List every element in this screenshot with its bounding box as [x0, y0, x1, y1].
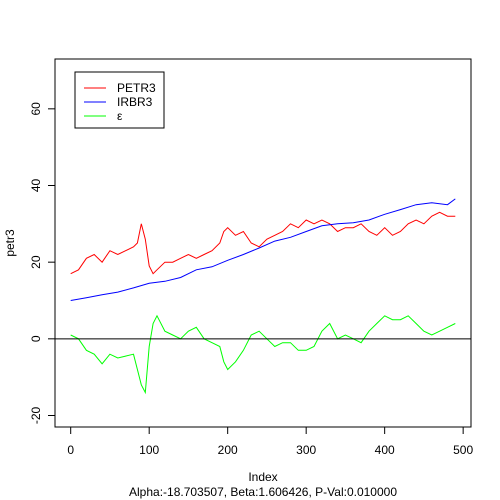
x-tick-label-5: 500: [453, 443, 473, 457]
y-tick-label-0: -20: [29, 407, 43, 425]
series-layer: [70, 198, 456, 395]
series-line-0: [70, 211, 456, 275]
x-tick-label-4: 400: [375, 443, 395, 457]
legend-box: [74, 71, 165, 129]
chart-subtitle: Alpha:-18.703507, Beta:1.606426, P-Val:0…: [129, 485, 397, 499]
legend-label-0: PETR3: [117, 81, 156, 95]
series-line-2: [70, 314, 456, 395]
y-tick-label-1: 0: [29, 335, 43, 342]
x-tick-label-3: 300: [296, 443, 316, 457]
y-tick-label-2: 20: [29, 255, 43, 269]
y-axis: -20 0 20 40 60: [29, 102, 56, 425]
x-axis: 0 100 200 300 400 500: [67, 426, 473, 457]
x-tick-label-0: 0: [67, 443, 74, 457]
x-axis-label: Index: [248, 470, 277, 484]
y-axis-label: petr3: [3, 229, 17, 257]
x-tick-label-1: 100: [139, 443, 159, 457]
y-tick-label-3: 40: [29, 179, 43, 193]
y-tick-label-4: 60: [29, 102, 43, 116]
legend-label-1: IRBR3: [117, 95, 153, 109]
legend-label-2: ε: [117, 109, 123, 123]
series-line-1: [70, 198, 456, 301]
x-tick-label-2: 200: [218, 443, 238, 457]
